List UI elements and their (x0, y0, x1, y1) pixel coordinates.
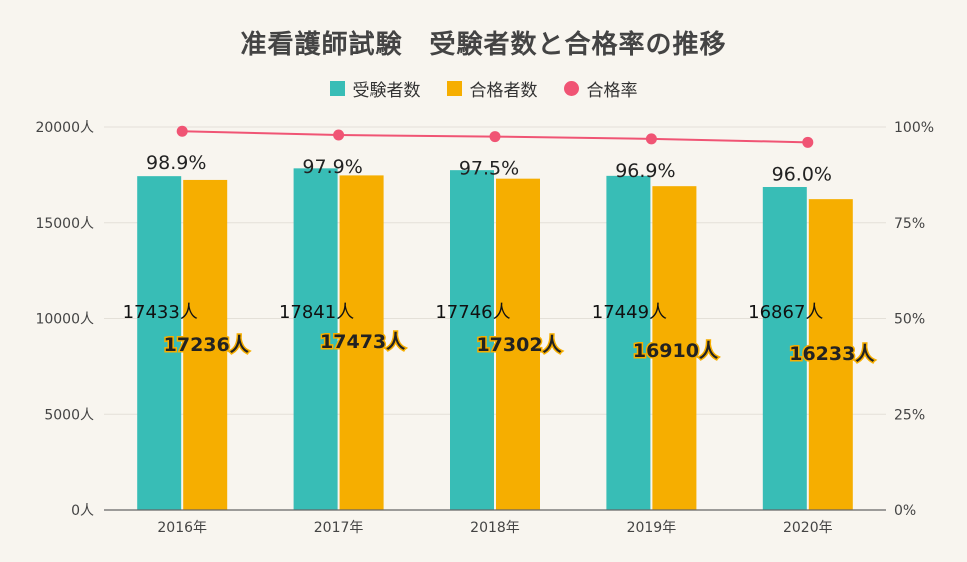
bar-passers (183, 179, 228, 510)
bar-passers (496, 178, 540, 511)
legend-item-pass-rate: 合格率 (563, 76, 638, 101)
y-left-tick-label: 5000人 (44, 407, 94, 423)
pass-rate-data-label: 98.9% (146, 152, 206, 174)
x-tick-label: 2018年 (470, 520, 520, 536)
bar-passers (339, 175, 384, 511)
legend-item-passers: 合格者数 (446, 76, 538, 101)
pass-rate-point (489, 131, 501, 143)
x-tick-label: 2020年 (783, 520, 833, 536)
examinees-data-label: 17841人 (279, 302, 354, 323)
examinees-data-label: 17433人 (123, 302, 198, 323)
legend-item-examinees: 受験者数 (329, 76, 421, 101)
y-left-tick-label: 0人 (71, 503, 94, 519)
pass-rate-point (645, 133, 657, 145)
y-left-tick-label: 10000人 (35, 312, 94, 328)
bar-examinees (450, 170, 494, 510)
y-left-tick-label: 20000人 (35, 120, 94, 136)
chart-title: 准看護師試験 受験者数と合格率の推移 (240, 30, 727, 60)
examinees-data-label: 17746人 (435, 302, 510, 323)
pass-rate-data-label: 97.9% (302, 156, 362, 178)
bar-passers (652, 186, 697, 510)
x-tick-label: 2016年 (157, 520, 207, 536)
bar-examinees (606, 175, 651, 510)
y-right-tick-label: 100% (894, 120, 934, 136)
legend-label-examinees: 受験者数 (352, 81, 421, 101)
legend: 受験者数 合格者数 合格率 (0, 76, 967, 101)
bar-examinees (293, 168, 338, 510)
passers-data-label: 17236人 (164, 334, 250, 356)
y-right-tick-label: 0% (894, 503, 916, 519)
x-tick-label: 2019年 (627, 520, 677, 536)
passers-data-label: 17302人 (476, 334, 562, 356)
x-tick-label: 2017年 (314, 520, 364, 536)
passers-data-label: 16910人 (633, 340, 719, 362)
pass-rate-point (333, 129, 345, 141)
examinees-data-label: 17449人 (592, 302, 667, 323)
pass-rate-data-label: 96.9% (615, 160, 675, 182)
y-right-tick-label: 25% (894, 407, 925, 423)
y-right-tick-label: 75% (894, 216, 925, 232)
bar-examinees (762, 186, 807, 510)
pass-rate-data-label: 96.0% (772, 163, 832, 185)
legend-swatch-passers (446, 81, 462, 96)
legend-label-pass-rate: 合格率 (586, 81, 638, 101)
examinees-data-label: 16867人 (748, 302, 823, 323)
y-right-tick-label: 50% (894, 312, 925, 328)
legend-swatch-examinees (329, 81, 345, 96)
bar-passers (808, 199, 853, 510)
legend-swatch-pass-rate (563, 81, 579, 96)
pass-rate-point (176, 125, 188, 137)
pass-rate-point (802, 136, 814, 148)
y-left-tick-label: 15000人 (35, 216, 94, 232)
passers-data-label: 16233人 (789, 343, 875, 365)
legend-label-passers: 合格者数 (469, 81, 538, 101)
bar-examinees (137, 176, 182, 510)
passers-data-label: 17473人 (320, 331, 406, 353)
pass-rate-data-label: 97.5% (459, 158, 519, 180)
